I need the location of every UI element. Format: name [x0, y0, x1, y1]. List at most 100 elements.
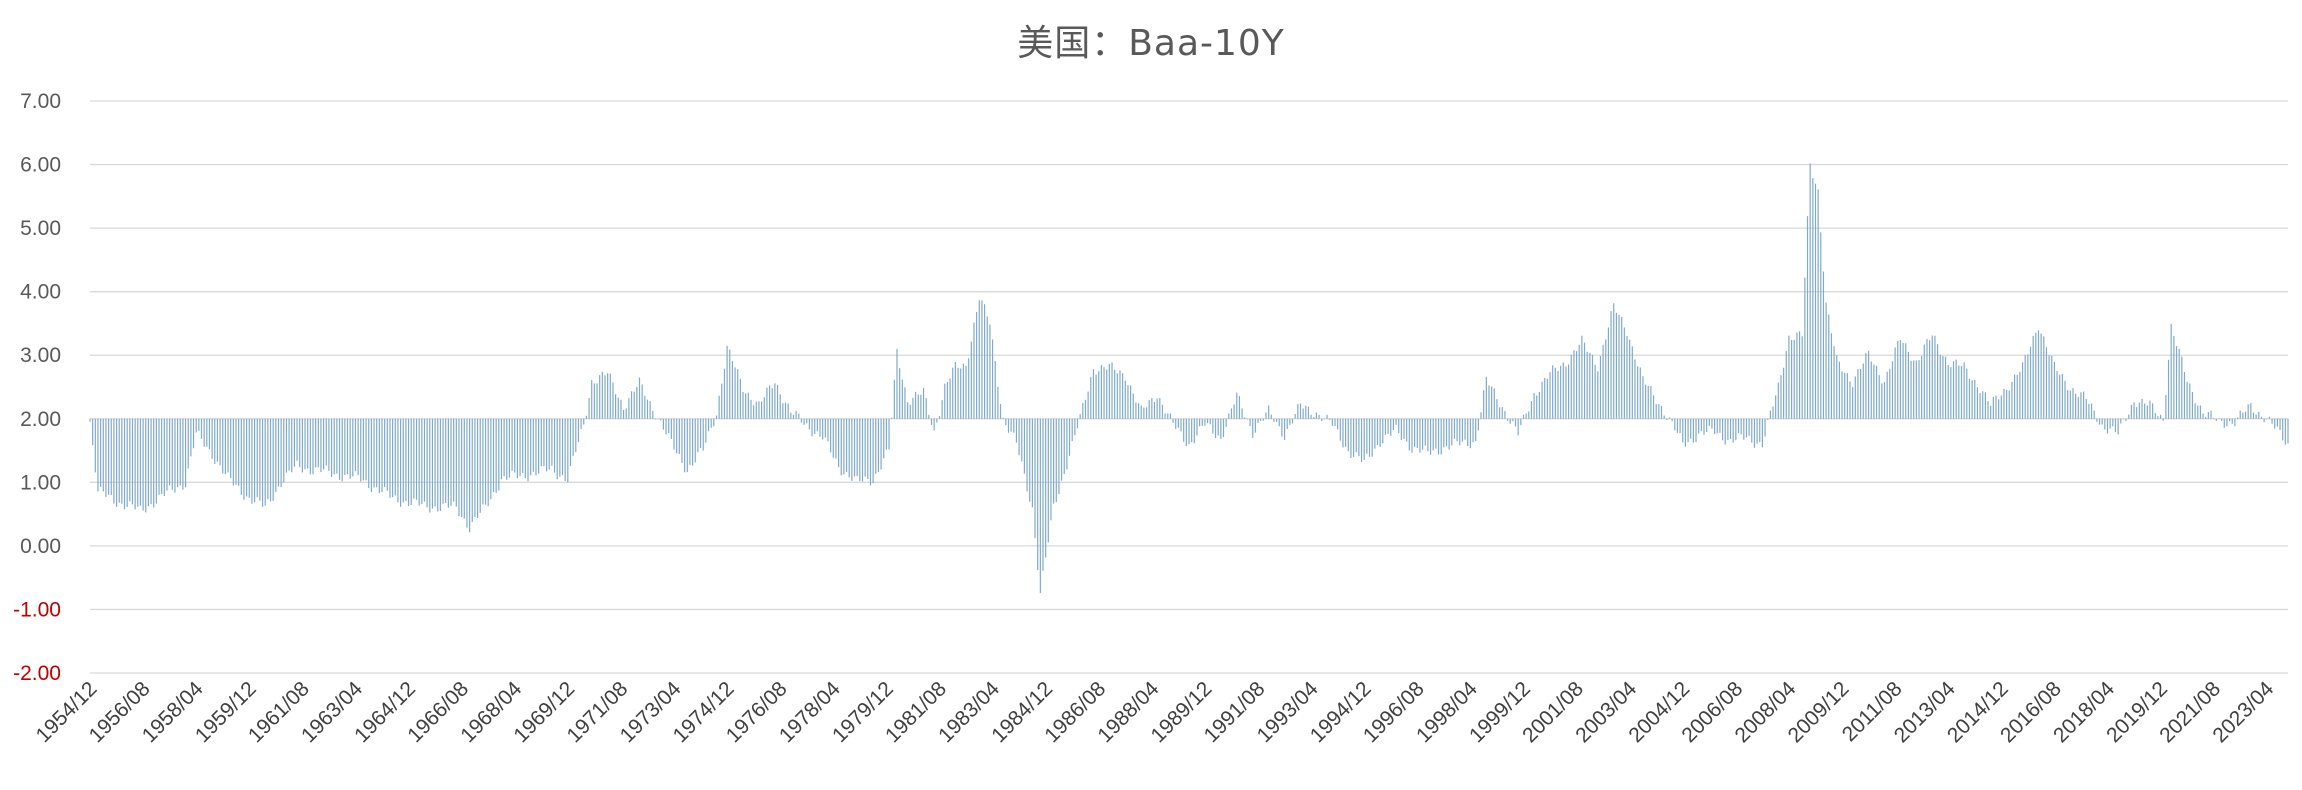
bar [1440, 418, 1442, 455]
bar [1058, 418, 1060, 495]
bar [2133, 402, 2135, 419]
bar [1323, 418, 1325, 420]
bar [407, 418, 410, 507]
bar [2075, 393, 2077, 419]
bar [2170, 323, 2172, 419]
bar [532, 418, 534, 472]
bar [1753, 418, 1756, 448]
bar [1783, 367, 1785, 419]
bar [402, 418, 404, 503]
bar [325, 418, 327, 466]
bar [814, 418, 816, 434]
bar [808, 418, 810, 430]
bar [880, 418, 882, 470]
bar [285, 418, 288, 473]
bar [1111, 362, 1113, 419]
bar [1429, 418, 1432, 455]
bar [1090, 377, 1092, 419]
bar [652, 410, 654, 419]
bar [437, 418, 439, 512]
bar [1318, 414, 1320, 419]
bar [365, 418, 367, 481]
bar [556, 418, 558, 480]
bar [1679, 418, 1681, 434]
bar [309, 418, 311, 475]
bar [2088, 403, 2090, 419]
bar [503, 418, 505, 477]
bar [2239, 410, 2241, 419]
bar [1496, 399, 1498, 419]
bar [1660, 405, 1663, 419]
bar [819, 418, 821, 437]
bar [699, 418, 702, 448]
bar [726, 345, 728, 419]
bar [599, 375, 601, 419]
bar [1788, 335, 1790, 419]
bar [686, 418, 688, 473]
bar [1929, 340, 1931, 419]
bar [1366, 418, 1368, 454]
bar [2027, 354, 2029, 419]
bar [1108, 363, 1110, 419]
bar [1700, 418, 1702, 432]
bar [745, 393, 747, 419]
bar [200, 418, 203, 439]
bar [2064, 380, 2066, 419]
bar [1148, 400, 1150, 419]
bar [357, 418, 359, 476]
bar [139, 418, 142, 506]
bar [1469, 418, 1471, 449]
bar [853, 418, 856, 477]
bar [288, 418, 290, 471]
bar [2104, 418, 2106, 430]
bar [1828, 314, 1830, 419]
bar [1345, 418, 1347, 447]
bar [864, 418, 866, 477]
bar [1297, 404, 1299, 419]
bar [1655, 404, 1657, 419]
bar [2037, 330, 2040, 419]
bar [1708, 418, 1710, 426]
bar [641, 384, 643, 419]
bar [2271, 418, 2273, 424]
bar [684, 418, 686, 473]
bar [1921, 355, 1923, 419]
bar [1552, 365, 1554, 419]
bar [1891, 361, 1894, 419]
bar [235, 418, 237, 485]
bar [1520, 418, 1522, 426]
bar [1129, 385, 1132, 419]
bar [731, 361, 734, 419]
bar [1528, 411, 1530, 419]
bar [784, 402, 787, 419]
bar [739, 378, 741, 419]
bar [471, 418, 473, 522]
bar [317, 418, 319, 468]
bar [2013, 374, 2016, 419]
bar [2109, 418, 2111, 429]
bar [195, 418, 197, 433]
bar [2274, 418, 2276, 429]
bar [1084, 399, 1087, 419]
bar [293, 418, 296, 467]
bar [1995, 395, 1997, 419]
bar [1756, 418, 1758, 444]
bar [761, 401, 763, 419]
bar [559, 418, 561, 477]
bar [1875, 365, 1878, 419]
bar [615, 394, 617, 419]
bar [782, 403, 784, 419]
bar [1488, 385, 1490, 419]
bar [1037, 418, 1039, 571]
bar [1918, 360, 1920, 419]
bar [721, 383, 723, 419]
bar [469, 418, 471, 533]
bar [214, 418, 216, 464]
bar [1968, 378, 1971, 419]
bar [1047, 418, 1049, 543]
bar [1982, 391, 1984, 419]
bar [1278, 418, 1280, 427]
bar [718, 395, 720, 419]
bar [352, 418, 354, 477]
bar [1260, 418, 1262, 421]
